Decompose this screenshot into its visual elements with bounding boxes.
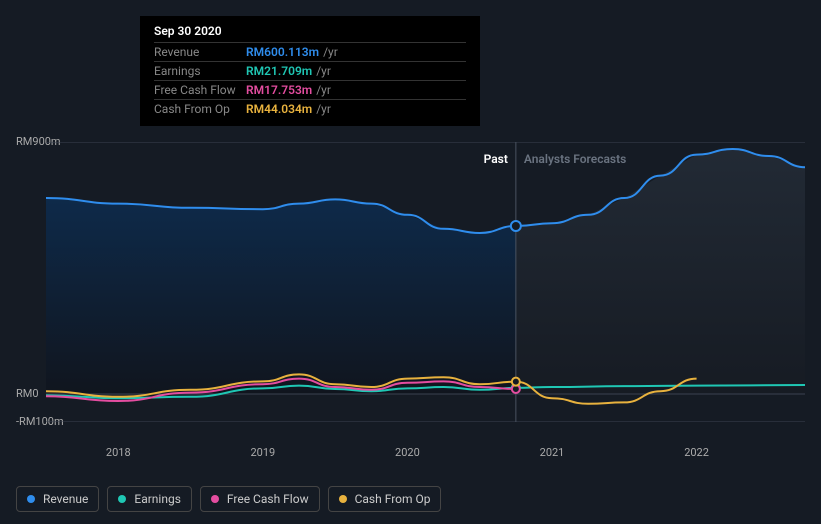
x-axis-tick: 2019 (250, 446, 275, 459)
legend-dot-icon (118, 495, 126, 503)
tooltip-row: RevenueRM600.113m/yr (154, 42, 466, 61)
revenue-area-forecast (516, 149, 805, 394)
tooltip-metric-value: RM600.113m (246, 45, 319, 59)
tooltip-row: EarningsRM21.709m/yr (154, 61, 466, 80)
tooltip-metric-label: Free Cash Flow (154, 83, 246, 97)
tooltip-metric-unit: /yr (323, 45, 338, 59)
y-axis-label: RM0 (16, 387, 39, 400)
chart-plot[interactable]: Past Analysts Forecasts (46, 142, 805, 422)
x-axis-tick: 2021 (540, 446, 565, 459)
tooltip-metric-label: Earnings (154, 64, 246, 78)
tooltip-row: Cash From OpRM44.034m/yr (154, 99, 466, 118)
past-label: Past (484, 152, 508, 166)
x-axis-tick: 2020 (395, 446, 420, 459)
tooltip-metric-value: RM17.753m (246, 83, 312, 97)
x-axis-tick: 2018 (106, 446, 131, 459)
legend-item-revenue[interactable]: Revenue (16, 486, 99, 512)
tooltip-metric-unit: /yr (316, 64, 331, 78)
legend: Revenue Earnings Free Cash Flow Cash From O… (16, 486, 441, 512)
tooltip-metric-unit: /yr (316, 83, 331, 97)
x-axis-tick: 2022 (684, 446, 709, 459)
legend-label: Revenue (43, 492, 88, 506)
legend-dot-icon (211, 495, 219, 503)
tooltip-metric-unit: /yr (316, 102, 331, 116)
legend-dot-icon (27, 495, 35, 503)
hover-marker (512, 378, 520, 386)
tooltip-metric-value: RM44.034m (246, 102, 312, 116)
chart-container: RM900mRM0-RM100m PastAnalysts Forecasts (16, 122, 805, 442)
legend-label: Free Cash Flow (227, 492, 309, 506)
forecast-label: Analysts Forecasts (524, 152, 626, 166)
legend-item-cash-from-op[interactable]: Cash From Op (328, 486, 442, 512)
legend-item-earnings[interactable]: Earnings (107, 486, 192, 512)
hover-tooltip: Sep 30 2020 RevenueRM600.113m/yrEarnings… (140, 16, 480, 126)
tooltip-metric-value: RM21.709m (246, 64, 312, 78)
legend-dot-icon (339, 495, 347, 503)
hover-marker (511, 221, 521, 231)
legend-label: Cash From Op (355, 492, 431, 506)
revenue-area-past (46, 198, 516, 394)
x-axis-ticks: 2018 2019 2020 2021 2022 (46, 446, 805, 466)
tooltip-metric-label: Cash From Op (154, 102, 246, 116)
tooltip-row: Free Cash FlowRM17.753m/yr (154, 80, 466, 99)
tooltip-date: Sep 30 2020 (154, 24, 466, 42)
legend-label: Earnings (134, 492, 181, 506)
tooltip-metric-label: Revenue (154, 45, 246, 59)
legend-item-free-cash-flow[interactable]: Free Cash Flow (200, 486, 320, 512)
chart-svg (46, 142, 805, 422)
